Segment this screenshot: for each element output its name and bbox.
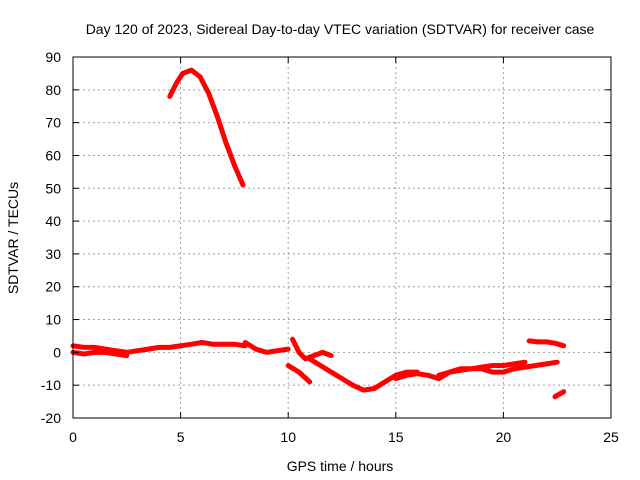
y-tick-label: 10 xyxy=(45,312,61,328)
series-arc-17-21 xyxy=(436,359,528,378)
y-tick-label: -20 xyxy=(41,410,61,426)
plot-frame xyxy=(72,56,612,419)
x-tick-label: 25 xyxy=(603,429,619,445)
series-arc-8-10 xyxy=(242,340,291,355)
grid xyxy=(73,57,611,418)
x-tick-label: 5 xyxy=(177,429,185,445)
y-tick-label: 40 xyxy=(45,213,61,229)
x-tick-label: 20 xyxy=(496,429,512,445)
series-arc-21-23 xyxy=(526,338,567,349)
y-tick-label: 90 xyxy=(45,49,61,65)
x-axis-label: GPS time / hours xyxy=(287,458,394,474)
y-tick-label: 80 xyxy=(45,82,61,98)
y-tick-label: 70 xyxy=(45,115,61,131)
series-arc-high xyxy=(167,67,246,188)
series-arc-near-zero xyxy=(70,340,248,355)
x-tick-label: 15 xyxy=(388,429,404,445)
y-tick-label: 0 xyxy=(53,344,61,360)
series-layer xyxy=(70,67,567,400)
y-tick-label: 60 xyxy=(45,147,61,163)
y-tick-label: 30 xyxy=(45,246,61,262)
series-arc-10-12 xyxy=(290,336,334,362)
ticks: 0 5 10 15 20 25 -20 -10 0 10 20 30 40 50 60 70 80 90 xyxy=(41,49,619,445)
series-arc-dip-10-11 xyxy=(285,363,313,385)
y-tick-label: -10 xyxy=(41,377,61,393)
series-arc-near-zero-lower xyxy=(70,349,130,359)
y-tick-label: 50 xyxy=(45,180,61,196)
series-arc-end xyxy=(552,389,567,400)
chart-title: Day 120 of 2023, Sidereal Day-to-day VTE… xyxy=(86,21,595,37)
x-tick-label: 10 xyxy=(280,429,296,445)
series-arc-valley xyxy=(307,356,420,393)
x-tick-label: 0 xyxy=(69,429,77,445)
y-tick-label: 20 xyxy=(45,279,61,295)
y-axis-label: SDTVAR / TECUs xyxy=(5,182,21,294)
